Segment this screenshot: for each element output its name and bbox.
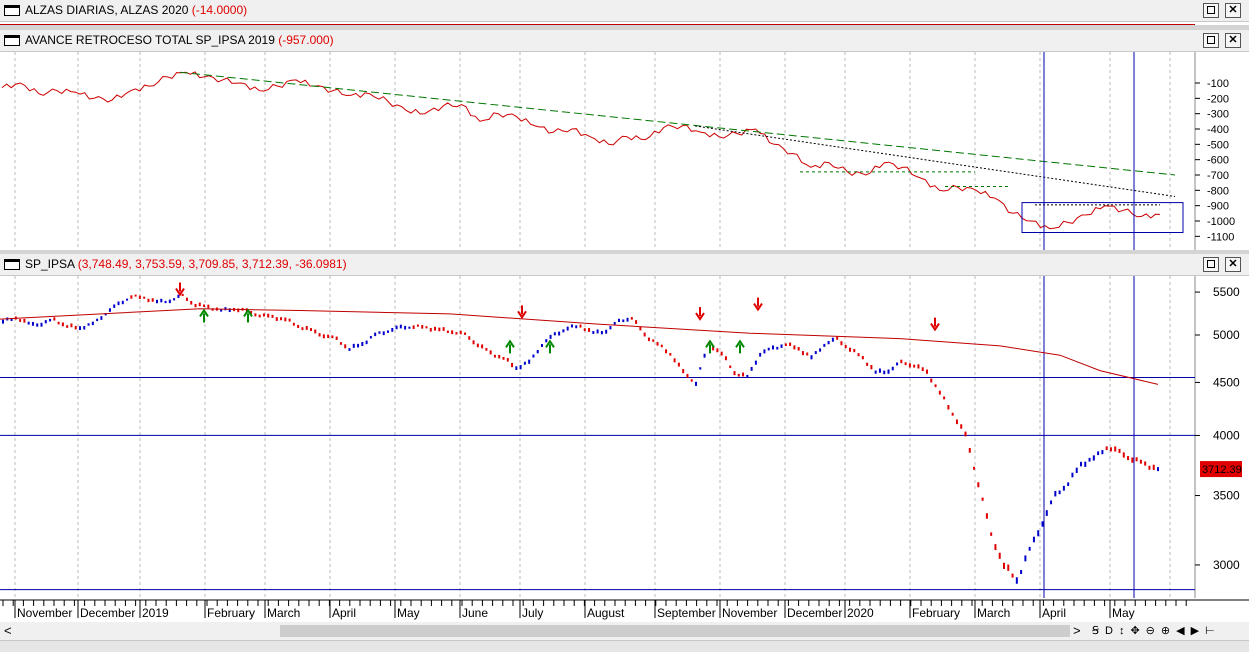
window-icon [4, 35, 20, 46]
y-tick-label: 4500 [1213, 375, 1240, 389]
x-tick-label: 2020 [847, 606, 874, 620]
y-tick-label: -800 [1207, 185, 1229, 197]
toolbar-icon[interactable]: ◀ [1176, 625, 1185, 637]
y-tick-label: -500 [1207, 139, 1229, 151]
x-tick-label: 2019 [142, 606, 169, 620]
close-button[interactable]: ✕ [1225, 257, 1241, 272]
y-tick-label: 3500 [1213, 489, 1240, 503]
x-tick-label: July [522, 606, 543, 620]
avance-pane-title: AVANCE RETROCESO TOTAL SP_IPSA 2019 (-95… [25, 33, 334, 47]
chart-toolbar: < > Ꞩ D ↕ ✥ ⊖ ⊕ ◀ ▶ ⊢ [0, 622, 1249, 640]
y-tick-label: 5000 [1213, 328, 1240, 342]
avance-pane-header[interactable]: AVANCE RETROCESO TOTAL SP_IPSA 2019 (-95… [0, 30, 1249, 52]
x-tick-label: May [397, 606, 420, 620]
x-tick-label: April [332, 606, 356, 620]
x-tick-label: March [977, 606, 1010, 620]
ipsa-pane-header[interactable]: SP_IPSA (3,748.49, 3,753.59, 3,709.85, 3… [0, 254, 1249, 276]
avance-chart: -100 -200 -300 -400 -500 -600 -700 -800 -900 -100… [1, 52, 1235, 250]
y-tick-label: -300 [1207, 109, 1229, 121]
sell-arrow [695, 307, 705, 321]
maximize-button[interactable] [1203, 257, 1219, 272]
close-button[interactable]: ✕ [1225, 33, 1241, 48]
alzas-pane-header[interactable]: ALZAS DIARIAS, ALZAS 2020 (-14.0000) ✕ [0, 0, 1249, 22]
buy-arrow [505, 339, 515, 354]
y-tick-label: 5500 [1213, 285, 1240, 299]
alzas-pane-body [0, 22, 1249, 25]
toolbar-icon[interactable]: ⊕ [1160, 625, 1171, 637]
window-icon [4, 259, 20, 270]
window-icon [4, 5, 20, 16]
y-tick-label: -400 [1207, 124, 1229, 136]
toolbar-icon[interactable]: ⊖ [1145, 625, 1155, 637]
x-tick-label: February [912, 606, 960, 620]
ipsa-chart: 5500 5000 4500 4000 3500 3000 3712.39 November D… [0, 276, 1249, 620]
toolbar-icon[interactable]: Ꞩ [1092, 625, 1099, 637]
buy-arrow [243, 308, 253, 323]
toolbar-icon[interactable]: ⊢ [1205, 625, 1215, 637]
buy-arrow [735, 339, 745, 354]
x-tick-label: June [462, 606, 488, 620]
maximize-button[interactable] [1203, 33, 1219, 48]
y-tick-label: -1000 [1207, 216, 1235, 228]
ipsa-pane-title: SP_IPSA (3,748.49, 3,753.59, 3,709.85, 3… [25, 257, 347, 271]
highlight-box [1021, 202, 1184, 234]
y-tick-label: 3000 [1213, 558, 1240, 572]
x-tick-label: April [1042, 606, 1066, 620]
toolbar-icon[interactable]: ✥ [1130, 625, 1140, 637]
y-tick-label: 4000 [1213, 428, 1240, 442]
avance-chart-area[interactable]: -100 -200 -300 -400 -500 -600 -700 -800 -900 -100… [0, 52, 1249, 250]
ipsa-chart-area[interactable]: 5500 5000 4500 4000 3500 3000 3712.39 November D… [0, 276, 1249, 622]
x-tick-label: December [80, 606, 135, 620]
horizontal-scrollbar[interactable] [280, 625, 1070, 637]
x-tick-label: November [17, 606, 72, 620]
toolbar-icon[interactable]: ▶ [1190, 625, 1200, 637]
y-tick-label: -200 [1207, 93, 1229, 105]
x-tick-label: February [207, 606, 255, 620]
buy-arrow [705, 339, 715, 354]
sell-arrow [517, 305, 527, 320]
x-tick-label: March [267, 606, 300, 620]
x-tick-label: August [587, 606, 625, 620]
toolbar-icon[interactable]: D [1104, 625, 1113, 637]
maximize-button[interactable] [1203, 3, 1219, 18]
x-tick-label: May [1112, 606, 1135, 620]
status-bar [0, 640, 1249, 652]
x-tick-label: September [657, 606, 716, 620]
y-tick-label: -600 [1207, 155, 1229, 167]
scroll-right-button[interactable]: > [1073, 623, 1081, 638]
sell-arrow [930, 317, 940, 332]
y-tick-label: -100 [1207, 78, 1229, 90]
last-price-box [1200, 461, 1242, 478]
y-tick-label: -700 [1207, 170, 1229, 182]
avance-series-line [1, 71, 1161, 230]
alzas-pane-title: ALZAS DIARIAS, ALZAS 2020 (-14.0000) [25, 3, 248, 17]
scroll-left-button[interactable]: < [4, 623, 12, 638]
toolbar-icons: Ꞩ D ↕ ✥ ⊖ ⊕ ◀ ▶ ⊢ [1092, 624, 1221, 637]
x-tick-label: November [722, 606, 777, 620]
last-price-label: 3712.39 [1202, 464, 1242, 476]
x-tick-label: December [787, 606, 842, 620]
close-button[interactable]: ✕ [1225, 3, 1241, 18]
buy-arrow [199, 308, 209, 323]
sell-arrow [175, 282, 185, 297]
y-tick-label: -1100 [1207, 231, 1234, 243]
moving-average-line [0, 308, 1159, 385]
trend-line-dotted [694, 125, 1176, 197]
alzas-oscillator-line [0, 24, 1195, 25]
toolbar-icon[interactable]: ↕ [1118, 625, 1125, 637]
sell-arrow [753, 297, 763, 312]
y-tick-label: -900 [1207, 201, 1229, 213]
buy-arrow [545, 339, 555, 354]
trend-line-green [179, 71, 1176, 176]
